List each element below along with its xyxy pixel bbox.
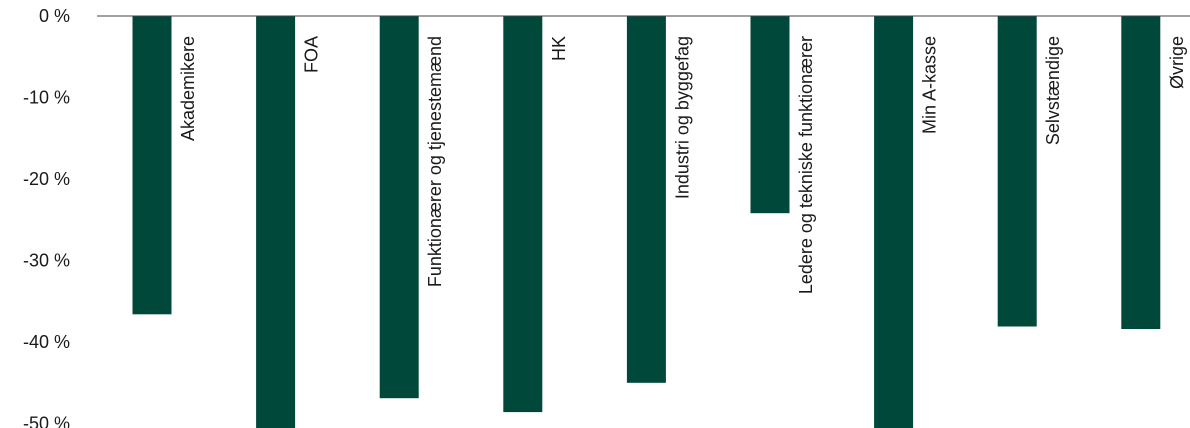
category-label: HK: [549, 36, 569, 61]
y-tick-label: -40 %: [23, 332, 70, 352]
bar: [750, 16, 790, 214]
y-tick-label: -50 %: [23, 414, 70, 428]
y-axis-ticks: 0 % -10 % -20 % -30 % -40 % -50 %: [23, 6, 70, 428]
category-label: Funktionærer og tjenestemænd: [425, 36, 445, 287]
bars: [132, 16, 1161, 428]
category-label: Akademikere: [178, 36, 198, 141]
bar: [132, 16, 172, 315]
category-label: Selvstændige: [1043, 36, 1063, 145]
y-tick-label: -20 %: [23, 169, 70, 189]
category-labels: Akademikere FOA Funktionærer og tjenestemæ…: [178, 36, 1187, 294]
bar: [1121, 16, 1161, 329]
category-label: FOA: [302, 36, 322, 73]
category-label: Ledere og tekniske funktionærer: [796, 36, 816, 294]
bar: [997, 16, 1037, 327]
bar: [503, 16, 543, 413]
category-label: Industri og byggefag: [672, 36, 692, 199]
bar: [626, 16, 666, 383]
y-tick-label: 0 %: [39, 6, 70, 26]
bar: [256, 16, 296, 428]
y-tick-label: -10 %: [23, 88, 70, 108]
y-tick-label: -30 %: [23, 251, 70, 271]
category-label: Øvrige: [1167, 36, 1187, 89]
category-label: Min A-kasse: [920, 36, 940, 134]
bar: [379, 16, 419, 399]
bar: [874, 16, 914, 428]
